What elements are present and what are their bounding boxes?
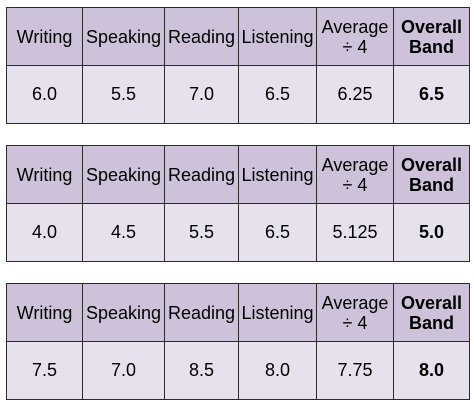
reading-score: 8.5 (164, 341, 239, 400)
speaking-score: 7.0 (82, 341, 165, 400)
band-score-table-2: Writing Speaking Reading Listening Avera… (6, 145, 470, 262)
band-score-table-1: Writing Speaking Reading Listening Avera… (6, 7, 470, 124)
header-speaking: Speaking (82, 145, 165, 204)
header-reading: Reading (164, 7, 239, 66)
header-row: Writing Speaking Reading Listening Avera… (6, 145, 470, 204)
listening-score: 8.0 (238, 341, 317, 400)
score-row: 7.5 7.0 8.5 8.0 7.75 8.0 (6, 341, 470, 400)
band-score-table-3: Writing Speaking Reading Listening Avera… (6, 283, 470, 400)
header-overall-line2: Band (409, 174, 454, 195)
average-score: 5.125 (316, 203, 394, 262)
header-overall-line1: Overall (400, 292, 463, 313)
reading-score: 7.0 (164, 65, 239, 124)
header-overall-line1: Overall (400, 16, 463, 37)
header-average-line2: ÷ 4 (342, 312, 368, 333)
header-reading: Reading (164, 283, 239, 342)
header-row: Writing Speaking Reading Listening Avera… (6, 7, 470, 66)
reading-score: 5.5 (164, 203, 239, 262)
average-score: 7.75 (316, 341, 394, 400)
score-row: 4.0 4.5 5.5 6.5 5.125 5.0 (6, 203, 470, 262)
header-average-line1: Average (321, 154, 389, 175)
speaking-score: 4.5 (82, 203, 165, 262)
header-row: Writing Speaking Reading Listening Avera… (6, 283, 470, 342)
header-average: Average ÷ 4 (316, 283, 394, 342)
header-overall-line1: Overall (400, 154, 463, 175)
score-row: 6.0 5.5 7.0 6.5 6.25 6.5 (6, 65, 470, 124)
writing-score: 4.0 (6, 203, 83, 262)
header-average-line1: Average (321, 16, 389, 37)
header-average: Average ÷ 4 (316, 7, 394, 66)
header-overall-band: Overall Band (393, 283, 470, 342)
speaking-score: 5.5 (82, 65, 165, 124)
header-listening: Listening (238, 283, 317, 342)
header-overall-line2: Band (409, 36, 454, 57)
header-speaking: Speaking (82, 283, 165, 342)
header-listening: Listening (238, 145, 317, 204)
listening-score: 6.5 (238, 65, 317, 124)
overall-band-score: 5.0 (393, 203, 470, 262)
header-overall-line2: Band (409, 312, 454, 333)
header-writing: Writing (6, 145, 83, 204)
header-reading: Reading (164, 145, 239, 204)
header-listening: Listening (238, 7, 317, 66)
header-writing: Writing (6, 7, 83, 66)
writing-score: 6.0 (6, 65, 83, 124)
header-speaking: Speaking (82, 7, 165, 66)
header-average: Average ÷ 4 (316, 145, 394, 204)
overall-band-score: 8.0 (393, 341, 470, 400)
overall-band-score: 6.5 (393, 65, 470, 124)
header-overall-band: Overall Band (393, 145, 470, 204)
average-score: 6.25 (316, 65, 394, 124)
header-average-line2: ÷ 4 (342, 174, 368, 195)
header-writing: Writing (6, 283, 83, 342)
header-average-line1: Average (321, 292, 389, 313)
writing-score: 7.5 (6, 341, 83, 400)
listening-score: 6.5 (238, 203, 317, 262)
header-overall-band: Overall Band (393, 7, 470, 66)
header-average-line2: ÷ 4 (342, 36, 368, 57)
